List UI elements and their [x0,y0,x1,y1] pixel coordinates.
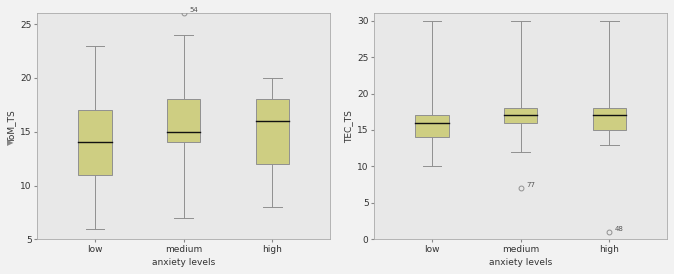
Text: ▶: ▶ [7,138,13,147]
X-axis label: anxiety levels: anxiety levels [489,258,552,267]
Bar [503,108,537,123]
Bar [78,110,112,175]
Text: 77: 77 [526,182,535,188]
Text: 54: 54 [189,7,198,13]
Bar [166,99,200,142]
Bar [592,108,626,130]
Y-axis label: TEC_TS: TEC_TS [344,110,353,143]
Bar [255,99,289,164]
Bar [415,115,449,137]
X-axis label: anxiety levels: anxiety levels [152,258,215,267]
Text: 48: 48 [615,226,624,232]
Y-axis label: ToM_TS: ToM_TS [7,110,16,143]
